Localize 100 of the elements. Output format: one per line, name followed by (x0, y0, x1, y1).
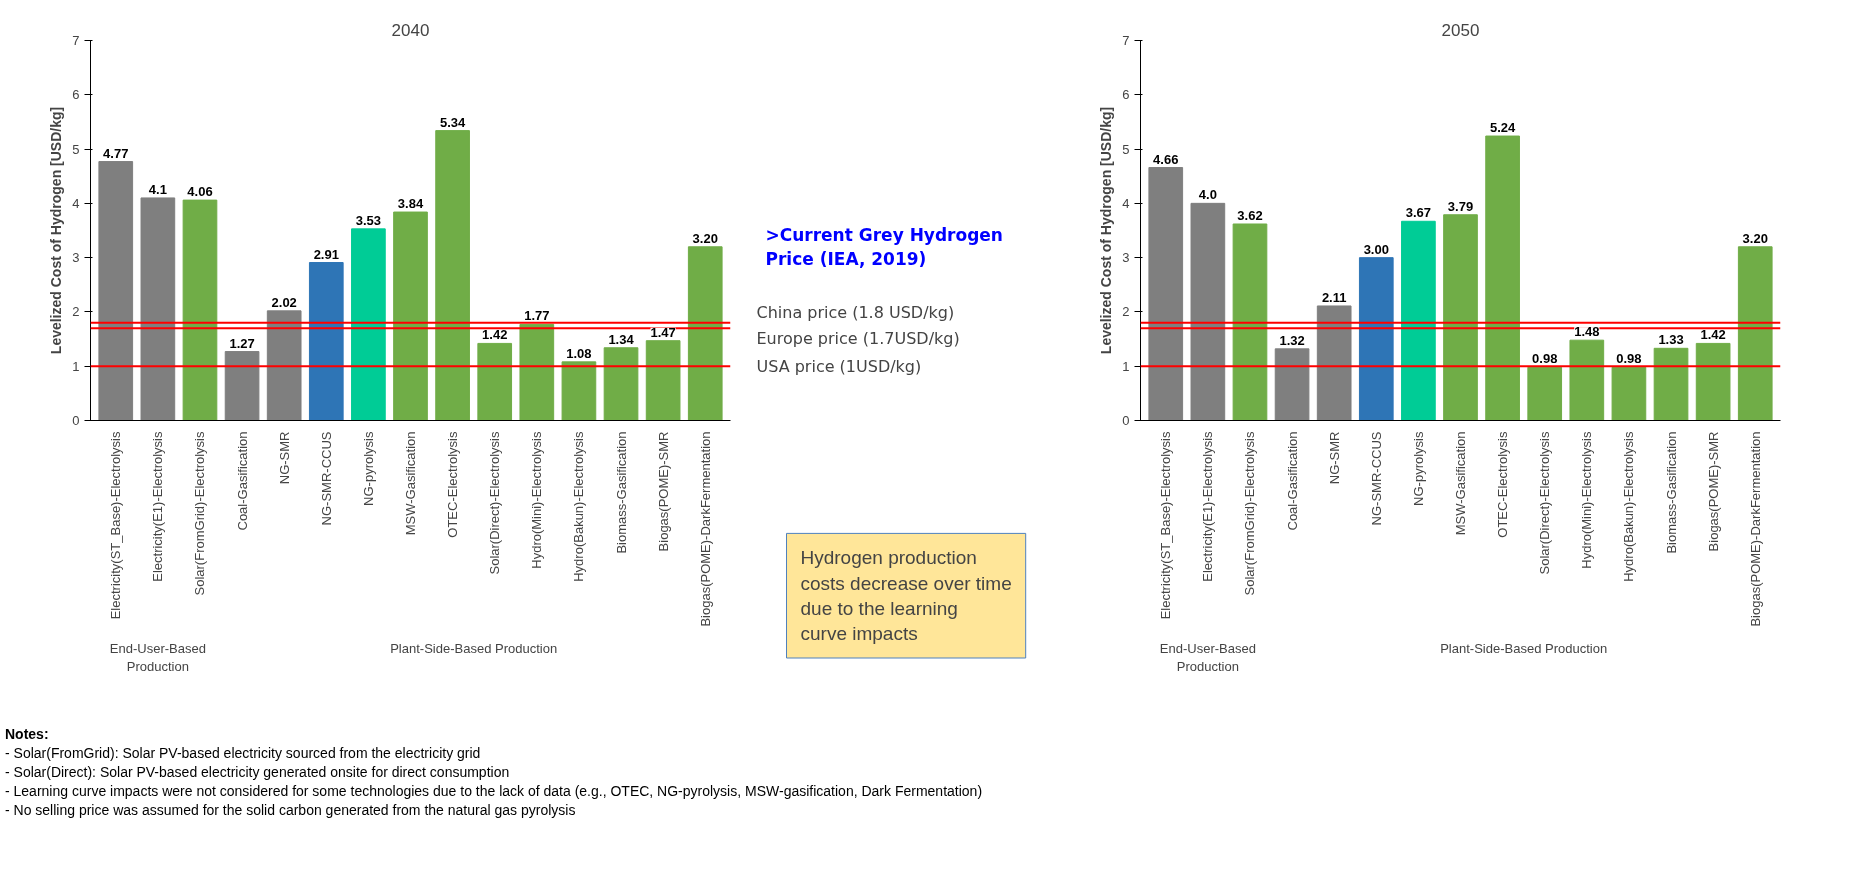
x-tick-label: Solar(FromGrid)-Electrolysis (1242, 431, 1258, 596)
data-label: 2.02 (271, 294, 297, 310)
data-label: 3.20 (1742, 230, 1768, 246)
text: Plant-Side-Based Production (1440, 640, 1608, 656)
chart-title: 2040 (391, 20, 430, 40)
x-tick-label: NG-SMR-CCUS (318, 431, 334, 526)
bar (1358, 257, 1394, 421)
bar (140, 197, 176, 421)
data-label: 1.42 (482, 327, 508, 343)
data-label: 4.77 (103, 145, 129, 161)
ref-line-label: Europe price (1.7USD/kg) (756, 329, 960, 349)
text: - No selling price was assumed for the solid carbon generated from the natural gas pyrolysis (5, 800, 577, 820)
bar (435, 130, 470, 421)
data-label: 1.33 (1658, 332, 1684, 348)
y-tick-label: 0 (72, 413, 80, 428)
ref-line-label: USA price (1USD/kg) (756, 356, 922, 376)
data-label: 5.24 (1489, 120, 1517, 136)
x-tick-label: Hydro(Mini)-Electrolysis (529, 431, 545, 569)
y-tick-label: 6 (72, 87, 80, 103)
bar (1527, 366, 1563, 421)
x-tick-label: Biogas(POME)-SMR (655, 431, 671, 552)
data-label: 4.66 (1153, 151, 1179, 167)
text: Notes: (5, 726, 49, 742)
x-tick-label: OTEC-Electrolysis (445, 431, 461, 538)
bar (1316, 305, 1352, 421)
y-tick-label: 2 (72, 304, 80, 320)
bar (1611, 366, 1647, 421)
x-tick-label: MSW-Gasification (403, 431, 418, 536)
x-tick-label: Electricity(E1)-Electrolysis (150, 431, 166, 582)
bar (308, 262, 344, 421)
data-label: 1.42 (1700, 327, 1726, 343)
ref-line-label: China price (1.8 USD/kg) (756, 302, 955, 322)
data-label: 4.06 (187, 184, 213, 200)
text: - Learning curve impacts were not considered for some technologies due to the lack of data (e.g., OTEC, NG-pyrolysis, MSW-gasification, Dark Fermentation) (5, 781, 983, 801)
data-label: 1.34 (608, 331, 635, 347)
data-label: 1.08 (566, 345, 592, 361)
x-tick-label: NG-SMR-CCUS (1368, 431, 1384, 526)
x-tick-label: NG-pyrolysis (360, 431, 376, 506)
x-tick-label: Biogas(POME)-DarkFermentation (697, 431, 713, 627)
bar (477, 342, 513, 421)
bar (266, 310, 302, 421)
bar (1695, 342, 1731, 421)
x-tick-label: NG-SMR (1326, 431, 1342, 485)
x-tick-label: Hydro(Bakun)-Electrolysis (1621, 431, 1637, 582)
bar (1443, 214, 1478, 421)
x-tick-label: Biogas(POME)-SMR (1705, 431, 1721, 552)
x-tick-label: Coal-Gasification (1284, 431, 1300, 531)
data-label: 1.32 (1279, 332, 1305, 348)
x-tick-label: Solar(Direct)-Electrolysis (487, 431, 503, 575)
text: Plant-Side-Based Production (390, 640, 558, 656)
data-label: 5.34 (439, 114, 467, 130)
y-tick-label: 1 (1122, 358, 1130, 374)
text: End-User-Based Production (1159, 640, 1256, 674)
x-tick-label: Biogas(POME)-DarkFermentation (1747, 431, 1763, 627)
data-label: 1.27 (229, 335, 255, 351)
data-label: 3.53 (355, 212, 382, 228)
y-tick-label: 6 (1122, 87, 1130, 103)
y-tick-label: 5 (72, 141, 80, 157)
y-tick-label: 2 (1122, 304, 1130, 320)
x-tick-label: NG-SMR (276, 431, 292, 485)
data-label: 1.47 (650, 324, 676, 340)
data-label: 3.84 (397, 196, 424, 212)
x-tick-label: Biomass-Gasification (1663, 431, 1679, 554)
bar (603, 347, 639, 421)
x-tick-label: Coal-Gasification (234, 431, 250, 531)
bar (561, 361, 597, 421)
bar (687, 246, 723, 421)
y-tick-label: 0 (1122, 413, 1130, 428)
x-tick-label: Biomass-Gasification (613, 431, 629, 554)
bar (1274, 348, 1310, 421)
bar (519, 323, 555, 421)
bar (98, 161, 134, 421)
text: >Current Grey Hydrogen Price (IEA, 2019) (765, 224, 1003, 269)
y-tick-label: 7 (1122, 33, 1130, 48)
text: End-User-Based Production (109, 640, 206, 674)
y-tick-label: 5 (1122, 141, 1130, 157)
data-label: 3.62 (1237, 207, 1263, 223)
bar (351, 228, 386, 421)
y-tick-label: 4 (72, 195, 80, 211)
x-tick-label: Hydro(Bakun)-Electrolysis (571, 431, 587, 582)
data-label: 1.48 (1574, 324, 1600, 340)
x-tick-label: OTEC-Electrolysis (1495, 431, 1511, 538)
x-tick-label: Electricity(ST_Base)-Electrolysis (108, 431, 124, 620)
x-tick-label: Electricity(E1)-Electrolysis (1200, 431, 1216, 582)
y-axis-title: Levelized Cost of Hydrogen [USD/kg] (1098, 106, 1115, 355)
bar (1401, 220, 1436, 421)
bar (1232, 223, 1268, 421)
y-tick-label: 4 (1122, 195, 1130, 211)
data-label: 0.98 (1532, 351, 1558, 367)
text: - Solar(Direct): Solar PV-based electricity generated onsite for direct consumption (5, 762, 511, 782)
x-tick-label: Solar(Direct)-Electrolysis (1537, 431, 1553, 575)
data-label: 3.20 (692, 230, 718, 246)
data-label: 0.98 (1616, 351, 1642, 367)
x-tick-label: NG-pyrolysis (1410, 431, 1426, 506)
data-label: 3.79 (1447, 198, 1474, 214)
x-tick-label: Solar(FromGrid)-Electrolysis (192, 431, 208, 596)
x-tick-label: Electricity(ST_Base)-Electrolysis (1158, 431, 1174, 620)
y-axis-title: Levelized Cost of Hydrogen [USD/kg] (48, 106, 65, 355)
y-tick-label: 3 (72, 250, 80, 266)
data-label: 1.77 (524, 308, 550, 324)
